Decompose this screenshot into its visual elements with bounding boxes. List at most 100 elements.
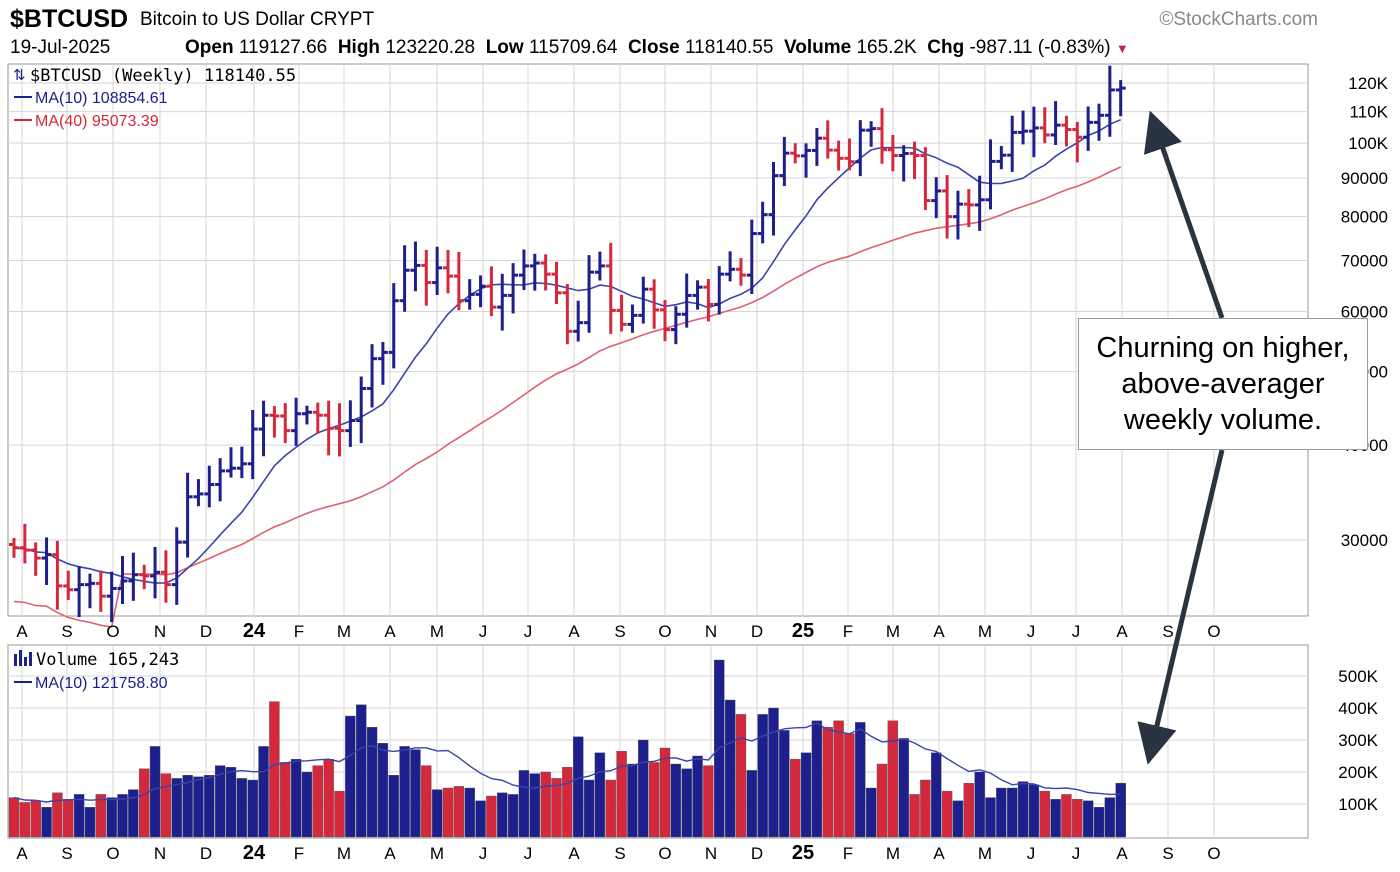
ohlc-bar	[356, 376, 367, 444]
price-month-label: O	[658, 622, 671, 641]
price-month-label: A	[16, 622, 28, 641]
ohlc-bar	[844, 138, 855, 171]
ohlc-bar	[106, 571, 117, 623]
ohlc-bar	[247, 409, 258, 480]
volume-bar	[1039, 791, 1050, 838]
volume-bar	[681, 768, 692, 838]
volume-tick-label: 500K	[1338, 667, 1378, 686]
price-tick-label: 100K	[1348, 134, 1388, 153]
ohlc-bar	[518, 249, 529, 291]
volume-bar	[138, 768, 150, 838]
ohlc-bar	[226, 447, 236, 478]
volume-bar	[844, 733, 855, 838]
ohlc-bar	[117, 556, 128, 604]
high-label: High	[337, 37, 381, 58]
ohlc-bar	[193, 479, 204, 507]
ohlc-bar	[182, 472, 193, 558]
volume-bar	[73, 794, 85, 838]
ohlc-bar	[280, 403, 291, 444]
ohlc-bar	[486, 266, 497, 317]
ohlc-bar	[1104, 65, 1115, 137]
exchange: CRYPT	[310, 9, 375, 30]
volume-bar	[41, 807, 52, 838]
volume-bar	[334, 791, 345, 838]
volume-bar	[779, 730, 790, 838]
volume-bar	[1007, 787, 1018, 838]
ohlc-bar	[855, 120, 866, 177]
volume-bar	[431, 789, 443, 838]
volume-month-label: N	[705, 844, 717, 863]
price-month-label: J	[479, 622, 488, 641]
volume-bar	[247, 779, 258, 838]
ma40-legend-label: MA(40) 95073.39	[35, 113, 159, 130]
description-text: Bitcoin to US Dollar	[140, 9, 305, 30]
ohlc-bar	[497, 273, 508, 331]
volume-ma10-path	[13, 722, 1121, 803]
ohlc-bar	[19, 523, 30, 564]
ohlc-bar	[128, 552, 139, 601]
volume-bar	[876, 763, 888, 838]
ohlc-bar	[594, 251, 605, 281]
volume-bar	[648, 762, 660, 838]
volume-bar	[996, 787, 1007, 838]
volume-month-label: J	[524, 844, 533, 863]
price-tick-label: 80000	[1341, 208, 1388, 227]
ohlc-bar	[866, 121, 877, 147]
ohlc-bar	[312, 402, 323, 434]
ohlc-bar	[931, 177, 942, 219]
ohlc-bar	[399, 245, 410, 312]
volume-bar	[269, 701, 280, 838]
volume-bar	[345, 715, 356, 838]
ohlc-bar	[1072, 121, 1083, 163]
volume-bar	[193, 776, 204, 838]
volume-month-label: 25	[792, 842, 814, 864]
volume-bar	[280, 762, 291, 838]
price-month-label: J	[524, 622, 533, 641]
ohlc-bar	[139, 564, 150, 590]
volume-bar	[811, 720, 823, 838]
open-value: 119127.66	[238, 37, 328, 58]
ohlc-bar	[171, 527, 182, 605]
volume-bar	[627, 763, 638, 838]
volume-bar	[95, 794, 107, 838]
ohlc-bar	[301, 405, 312, 425]
chg-value: -987.11 (-0.83%)	[969, 37, 1111, 58]
ohlc-bar	[714, 266, 725, 315]
price-month-label: 25	[792, 620, 814, 642]
ohlc-bar	[670, 306, 681, 345]
price-tick-label: 70000	[1341, 252, 1388, 271]
ohlc-bar	[801, 143, 812, 178]
price-legend-icon: ⇅	[13, 66, 26, 84]
quote-date: 19-Jul-2025	[10, 37, 111, 58]
volume-bar	[497, 792, 508, 838]
ohlc-bar	[464, 279, 475, 310]
price-bars	[9, 65, 1126, 623]
volume-bar	[1104, 797, 1116, 838]
volume-month-label: A	[568, 844, 580, 863]
volume-bar	[670, 763, 682, 838]
volume-bar	[1115, 782, 1126, 838]
ohlc-bar	[540, 254, 551, 291]
volume-bar	[182, 775, 193, 838]
ohlc-bar	[258, 400, 269, 457]
volume-bar	[475, 800, 486, 838]
ohlc-bar	[573, 300, 584, 342]
volume-month-label: J	[479, 844, 488, 863]
price-legend: ⇅ $BTCUSD (Weekly) 118140.55 MA(10) 1088…	[13, 66, 296, 130]
volume-bar	[1050, 799, 1061, 838]
price-month-label: O	[106, 622, 119, 641]
ohlc-bar	[1007, 115, 1018, 172]
volume-bar	[106, 797, 117, 838]
annotation-line: weekly volume.	[1123, 404, 1323, 436]
volume-bar	[410, 749, 421, 838]
ohlc-bar	[833, 140, 844, 171]
price-month-label: S	[1162, 622, 1173, 641]
ohlc-bar	[1018, 110, 1029, 145]
volume-bar	[931, 752, 942, 838]
price-month-label: D	[751, 622, 763, 641]
volume-bar	[52, 792, 63, 838]
ohlc-bar	[74, 566, 85, 618]
volume-bar	[974, 771, 985, 838]
volume-month-label: J	[1072, 844, 1081, 863]
volume-bar	[855, 722, 866, 838]
